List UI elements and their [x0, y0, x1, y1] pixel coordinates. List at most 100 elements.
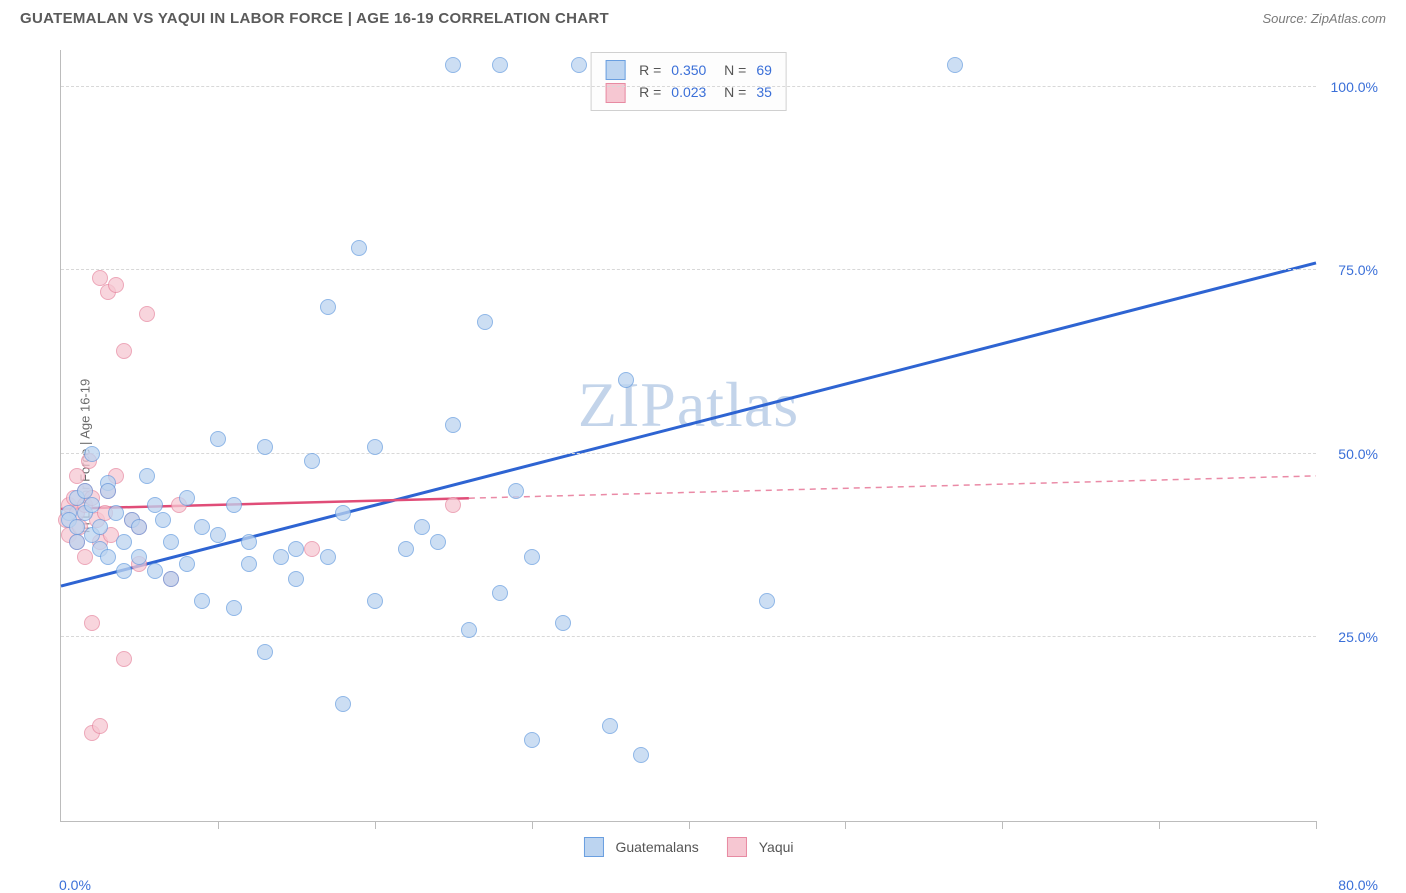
watermark: ZIPatlas — [578, 368, 799, 442]
data-point — [367, 593, 383, 609]
y-tick-label: 100.0% — [1331, 79, 1378, 95]
header: GUATEMALAN VS YAQUI IN LABOR FORCE | AGE… — [0, 0, 1406, 35]
data-point — [179, 556, 195, 572]
data-point — [304, 541, 320, 557]
data-point — [351, 240, 367, 256]
data-point — [147, 497, 163, 513]
data-point — [92, 519, 108, 535]
data-point — [445, 57, 461, 73]
data-point — [571, 57, 587, 73]
y-tick-label: 75.0% — [1338, 262, 1378, 278]
swatch-icon — [583, 837, 603, 857]
r-label: R = — [639, 59, 661, 81]
data-point — [947, 57, 963, 73]
data-point — [116, 563, 132, 579]
x-tick — [218, 821, 219, 829]
data-point — [555, 615, 571, 631]
data-point — [226, 497, 242, 513]
data-point — [92, 270, 108, 286]
data-point — [108, 505, 124, 521]
trend-lines — [61, 50, 1316, 821]
data-point — [84, 615, 100, 631]
data-point — [241, 534, 257, 550]
data-point — [77, 549, 93, 565]
data-point — [508, 483, 524, 499]
r-value-guatemalans: 0.350 — [671, 59, 706, 81]
data-point — [445, 417, 461, 433]
data-point — [116, 651, 132, 667]
data-point — [492, 57, 508, 73]
swatch-icon — [727, 837, 747, 857]
data-point — [288, 541, 304, 557]
chart-container: In Labor Force | Age 16-19 ZIPatlas R = … — [20, 40, 1386, 872]
legend-label: Guatemalans — [615, 839, 698, 855]
x-tick — [1316, 821, 1317, 829]
data-point — [257, 439, 273, 455]
data-point — [414, 519, 430, 535]
x-min-label: 0.0% — [59, 877, 91, 893]
data-point — [524, 549, 540, 565]
data-point — [116, 343, 132, 359]
data-point — [320, 299, 336, 315]
data-point — [69, 468, 85, 484]
x-tick — [375, 821, 376, 829]
data-point — [430, 534, 446, 550]
data-point — [100, 483, 116, 499]
data-point — [618, 372, 634, 388]
data-point — [163, 571, 179, 587]
data-point — [69, 534, 85, 550]
data-point — [210, 527, 226, 543]
data-point — [273, 549, 289, 565]
data-point — [147, 563, 163, 579]
legend-label: Yaqui — [759, 839, 794, 855]
x-max-label: 80.0% — [1338, 877, 1378, 893]
data-point — [100, 549, 116, 565]
data-point — [131, 549, 147, 565]
data-point — [602, 718, 618, 734]
data-point — [461, 622, 477, 638]
data-point — [335, 505, 351, 521]
data-point — [320, 549, 336, 565]
data-point — [163, 534, 179, 550]
data-point — [367, 439, 383, 455]
data-point — [288, 571, 304, 587]
gridline — [61, 269, 1316, 270]
x-tick — [1159, 821, 1160, 829]
series-legend: Guatemalans Yaqui — [583, 837, 793, 857]
gridline — [61, 86, 1316, 87]
plot-area: ZIPatlas R = 0.350 N = 69 R = 0.023 N = … — [60, 50, 1316, 822]
n-label: N = — [716, 59, 746, 81]
data-point — [84, 497, 100, 513]
data-point — [179, 490, 195, 506]
data-point — [210, 431, 226, 447]
legend-item-guatemalans: Guatemalans — [583, 837, 698, 857]
data-point — [226, 600, 242, 616]
data-point — [194, 593, 210, 609]
data-point — [398, 541, 414, 557]
data-point — [304, 453, 320, 469]
data-point — [759, 593, 775, 609]
chart-title: GUATEMALAN VS YAQUI IN LABOR FORCE | AGE… — [20, 10, 609, 27]
source-label: Source: ZipAtlas.com — [1262, 11, 1386, 26]
data-point — [108, 277, 124, 293]
data-point — [633, 747, 649, 763]
legend-item-yaqui: Yaqui — [727, 837, 794, 857]
data-point — [445, 497, 461, 513]
y-tick-label: 25.0% — [1338, 629, 1378, 645]
x-tick — [1002, 821, 1003, 829]
data-point — [241, 556, 257, 572]
x-tick — [689, 821, 690, 829]
data-point — [92, 718, 108, 734]
correlation-legend: R = 0.350 N = 69 R = 0.023 N = 35 — [590, 52, 787, 111]
data-point — [155, 512, 171, 528]
data-point — [131, 519, 147, 535]
data-point — [335, 696, 351, 712]
data-point — [116, 534, 132, 550]
swatch-guatemalans — [605, 60, 625, 80]
x-tick — [845, 821, 846, 829]
data-point — [194, 519, 210, 535]
x-tick — [532, 821, 533, 829]
y-tick-label: 50.0% — [1338, 446, 1378, 462]
data-point — [257, 644, 273, 660]
legend-row-guatemalans: R = 0.350 N = 69 — [605, 59, 772, 81]
